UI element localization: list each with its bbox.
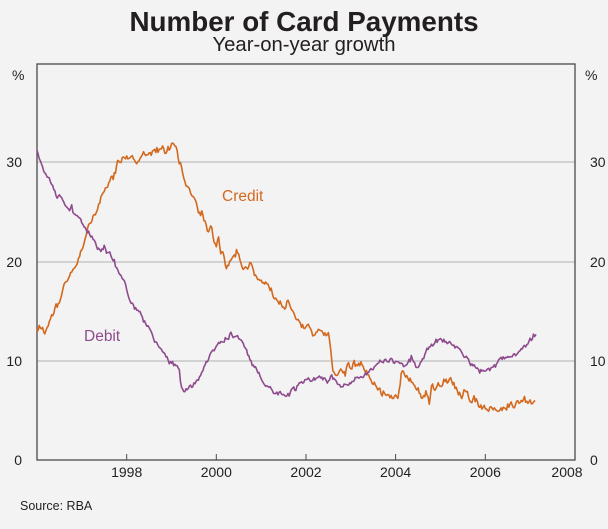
svg-text:1998: 1998 [111, 464, 142, 480]
svg-text:2008: 2008 [551, 464, 582, 480]
svg-text:2004: 2004 [380, 464, 411, 480]
svg-text:2002: 2002 [290, 464, 321, 480]
svg-text:0: 0 [14, 452, 22, 468]
svg-text:Debit: Debit [84, 328, 121, 345]
svg-text:2000: 2000 [201, 464, 232, 480]
svg-text:10: 10 [590, 353, 606, 369]
svg-text:10: 10 [6, 353, 22, 369]
svg-text:30: 30 [6, 154, 22, 170]
svg-text:%: % [12, 67, 24, 83]
svg-text:0: 0 [590, 452, 598, 468]
svg-text:%: % [585, 67, 597, 83]
svg-text:Credit: Credit [222, 188, 264, 205]
svg-text:20: 20 [590, 254, 606, 270]
svg-text:20: 20 [6, 254, 22, 270]
svg-text:30: 30 [590, 154, 606, 170]
svg-text:2006: 2006 [470, 464, 501, 480]
